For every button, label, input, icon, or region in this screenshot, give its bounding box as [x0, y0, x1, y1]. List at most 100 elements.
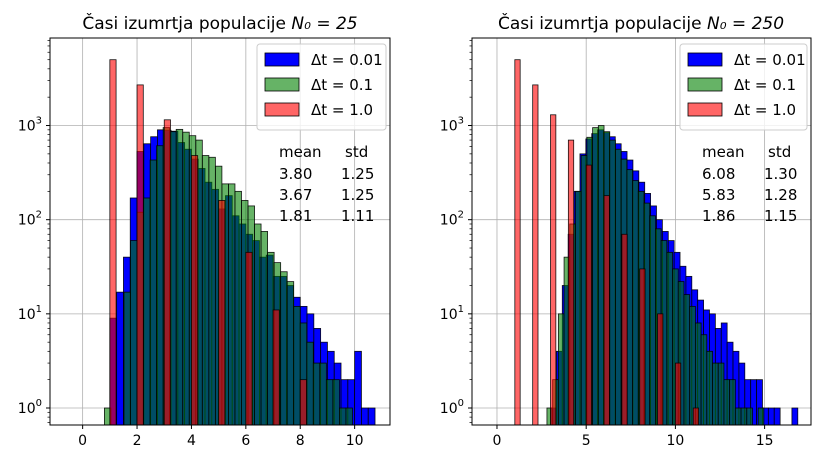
y-tick-label: 100	[440, 398, 464, 417]
x-tick-label: 0	[78, 433, 87, 449]
histogram-bar	[123, 291, 131, 426]
x-tick-label: 2	[133, 433, 142, 449]
histogram-bar	[550, 114, 557, 426]
histogram-bar	[740, 407, 748, 426]
histogram-bar	[626, 169, 633, 426]
histogram-bar	[592, 127, 599, 426]
histogram-bar	[639, 268, 646, 426]
histogram-bar	[532, 84, 539, 426]
axes-frame	[471, 37, 812, 426]
series-dt-1-0	[109, 59, 307, 426]
x-tick-label: 6	[241, 433, 250, 449]
y-tick-label: 101	[440, 304, 464, 323]
histogram-bar	[689, 305, 696, 426]
histogram-bar	[706, 350, 713, 426]
histogram-bar	[280, 271, 288, 426]
stats-mean-value: 6.08	[702, 165, 735, 183]
stats-std-value: 1.30	[764, 165, 797, 183]
histogram-bar	[254, 223, 262, 426]
title-text: Časi izumrtja populacije	[498, 12, 702, 34]
chart-title: Časi izumrtja populacije N₀ = 250	[498, 12, 784, 34]
histogram-bar	[175, 128, 184, 426]
histogram-bar	[260, 231, 268, 426]
histogram-bar	[700, 334, 708, 426]
y-tick-label: 101	[18, 304, 42, 323]
histogram-bar	[228, 183, 236, 426]
histogram-bar	[683, 294, 691, 426]
histogram-bar	[272, 309, 280, 426]
histogram-bar	[143, 197, 151, 426]
histogram-bar	[245, 251, 253, 426]
histogram-bar	[319, 362, 327, 426]
histogram-bar	[603, 195, 610, 426]
legend-swatch	[687, 102, 723, 117]
x-tick-label: 8	[296, 433, 305, 449]
histogram-bar	[575, 190, 582, 426]
stats-header-mean: mean	[279, 143, 322, 161]
histogram-bar	[746, 407, 753, 426]
histogram-bar	[717, 362, 725, 426]
histogram-bar	[345, 407, 353, 426]
y-tick-label: 102	[440, 210, 464, 229]
stats-mean-value: 1.86	[702, 207, 735, 225]
histogram-bar	[286, 281, 295, 426]
histogram-bar	[299, 379, 307, 426]
histogram-bar	[312, 362, 321, 426]
histogram-bar	[773, 407, 781, 426]
legend: Δt = 0.01 Δt = 0.1 Δt = 1.0	[256, 43, 387, 131]
histogram-bar	[325, 379, 334, 426]
x-tick-label: 4	[187, 433, 196, 449]
title-math: N₀ = 25	[286, 14, 358, 34]
stats-mean-value: 1.81	[279, 207, 312, 225]
histogram-bar	[306, 341, 314, 426]
title-math: N₀ = 250	[702, 14, 784, 34]
histogram-bar	[557, 313, 565, 426]
histogram-bar	[116, 291, 124, 426]
histogram-bar	[632, 180, 639, 426]
histogram-bar	[767, 407, 775, 426]
histogram-bar	[367, 407, 376, 426]
x-tick-label: 0	[493, 433, 502, 449]
histogram-bar	[729, 379, 736, 426]
axes-frame	[49, 37, 391, 426]
histogram-bar	[675, 362, 682, 426]
histogram-bar	[692, 407, 699, 426]
histogram-bar	[191, 155, 199, 426]
histogram-bar	[791, 407, 799, 426]
legend-swatch	[264, 52, 300, 67]
stats-mean-value: 3.80	[279, 165, 312, 183]
histogram-bar	[567, 139, 575, 426]
stats-header-std: std	[345, 143, 368, 161]
histogram-bar	[201, 155, 210, 426]
y-tick-label: 103	[440, 116, 464, 135]
legend-swatch	[687, 77, 723, 92]
histogram-bar	[609, 139, 616, 426]
histogram-bar	[615, 148, 622, 426]
stats-std-value: 1.15	[764, 207, 797, 225]
histogram-bar	[723, 379, 731, 426]
histogram-bar	[130, 240, 138, 426]
histogram-bar	[136, 84, 144, 426]
legend-label: Δt = 0.01	[311, 51, 383, 69]
legend-label: Δt = 1.0	[311, 101, 373, 119]
histogram-bar	[293, 305, 301, 426]
histogram-bar	[514, 59, 521, 426]
x-tick-label: 15	[756, 433, 774, 449]
stats-mean-value: 5.83	[702, 186, 735, 204]
histogram-bar	[182, 131, 190, 426]
x-tick-label: 10	[346, 433, 364, 449]
legend-swatch	[687, 52, 723, 67]
histogram-bar	[621, 233, 628, 426]
histogram-bar	[597, 125, 605, 426]
stats-std-value: 1.25	[341, 165, 374, 183]
histogram-bar	[657, 313, 664, 426]
histogram-bar	[649, 215, 656, 426]
stats-table: mean std 3.80 1.25 3.67 1.25 1.81 1.11	[279, 143, 374, 225]
histogram-bar	[208, 156, 216, 426]
stats-mean-value: 3.67	[279, 186, 312, 204]
histogram-bar	[712, 362, 719, 426]
histogram-bar	[339, 407, 347, 426]
legend-swatch	[264, 102, 300, 117]
panel-right: 0 5 10 15 100 101 102 103 Časi izumrtja populaci…	[440, 12, 812, 449]
